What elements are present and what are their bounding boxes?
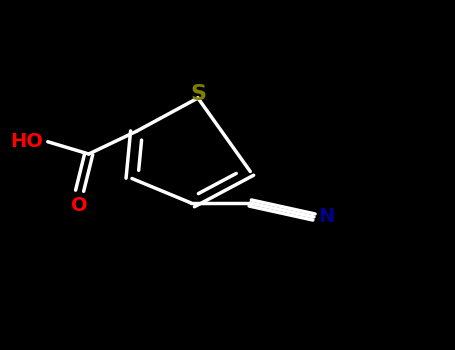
Text: HO: HO (10, 132, 43, 151)
Text: S: S (190, 84, 206, 105)
Text: O: O (71, 196, 88, 215)
Text: N: N (318, 208, 335, 226)
